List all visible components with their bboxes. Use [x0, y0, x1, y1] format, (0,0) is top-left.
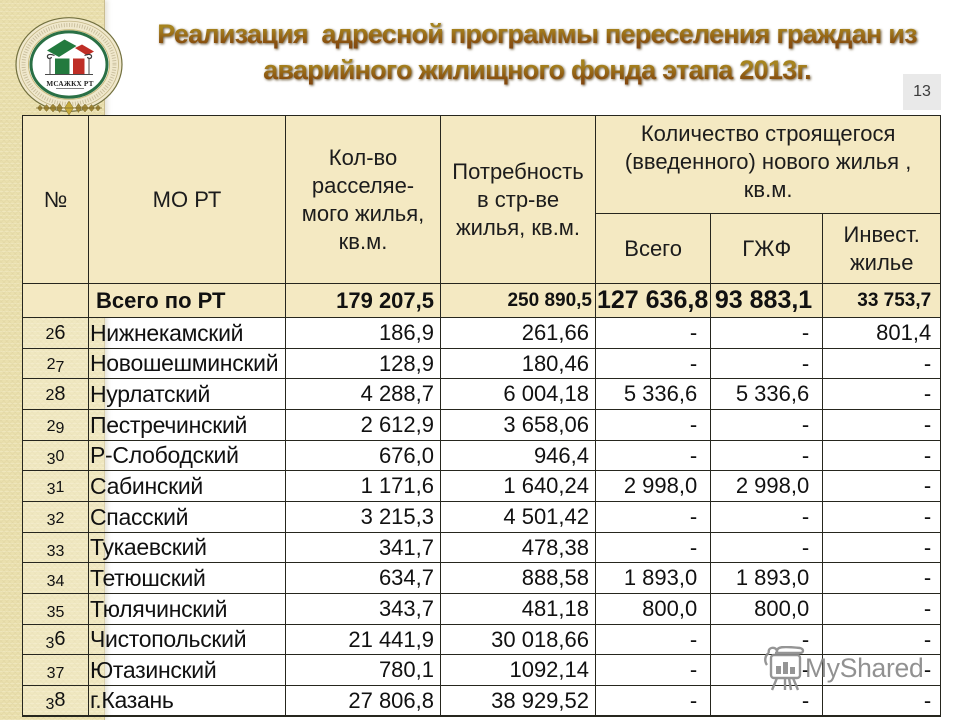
- svg-text:MyShared: MyShared: [805, 653, 923, 683]
- svg-text:МСАЖКХ РТ: МСАЖКХ РТ: [46, 80, 93, 88]
